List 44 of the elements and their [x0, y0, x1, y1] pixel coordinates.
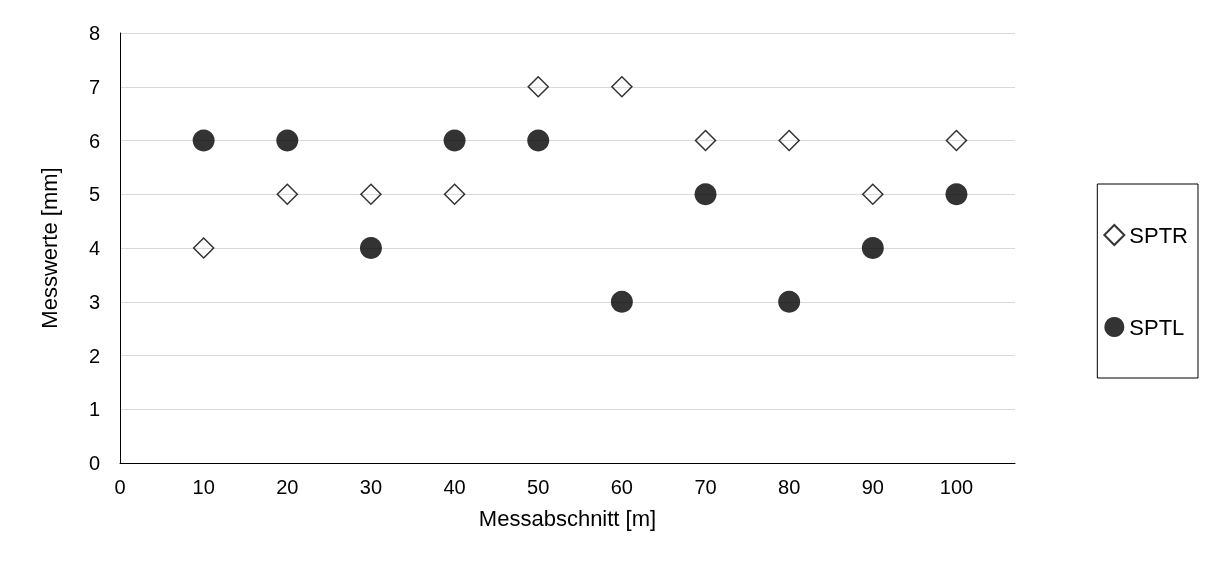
legend-label: SPTL	[1129, 314, 1185, 340]
point	[945, 183, 968, 206]
point	[527, 129, 550, 152]
x-tick-label: 70	[694, 476, 717, 498]
point	[443, 129, 466, 152]
x-tick-label: 90	[861, 476, 884, 498]
x-tick-label: 40	[443, 476, 466, 498]
point	[862, 183, 884, 205]
point	[610, 290, 633, 313]
y-tick-label: 2	[88, 344, 100, 367]
y-tick-label: 8	[88, 22, 100, 44]
point	[443, 183, 466, 205]
point	[945, 129, 968, 152]
x-tick-label: 10	[192, 476, 215, 498]
point	[694, 183, 717, 206]
y-axis-title: Messwerte [mm]	[36, 167, 62, 329]
x-tick-label: 0	[114, 476, 126, 498]
point	[778, 290, 801, 313]
point	[778, 129, 800, 152]
point	[192, 129, 215, 152]
x-axis-title: Messabschnitt [m]	[478, 505, 657, 531]
point	[360, 183, 382, 205]
legend-label: SPTR	[1129, 222, 1189, 248]
x-tick-label: 80	[778, 476, 801, 498]
point	[861, 237, 884, 259]
x-tick-label: 20	[276, 476, 299, 498]
y-tick-label: 4	[88, 237, 100, 259]
point	[192, 237, 215, 259]
x-tick-label: 30	[359, 476, 383, 498]
y-tick-label: 0	[88, 452, 100, 474]
y-tick-label: 7	[88, 75, 100, 98]
point	[359, 237, 382, 259]
x-tick-label: 100	[939, 476, 974, 498]
point	[527, 76, 549, 98]
y-tick-label: 1	[88, 398, 100, 421]
point	[694, 129, 717, 152]
y-tick-label: 6	[88, 129, 100, 152]
x-tick-label: 60	[610, 476, 633, 498]
y-tick-label: 5	[88, 183, 100, 206]
point	[611, 76, 633, 98]
point	[276, 129, 299, 152]
x-tick-label: 50	[527, 476, 550, 498]
point	[276, 183, 299, 205]
y-tick-label: 3	[88, 290, 100, 313]
